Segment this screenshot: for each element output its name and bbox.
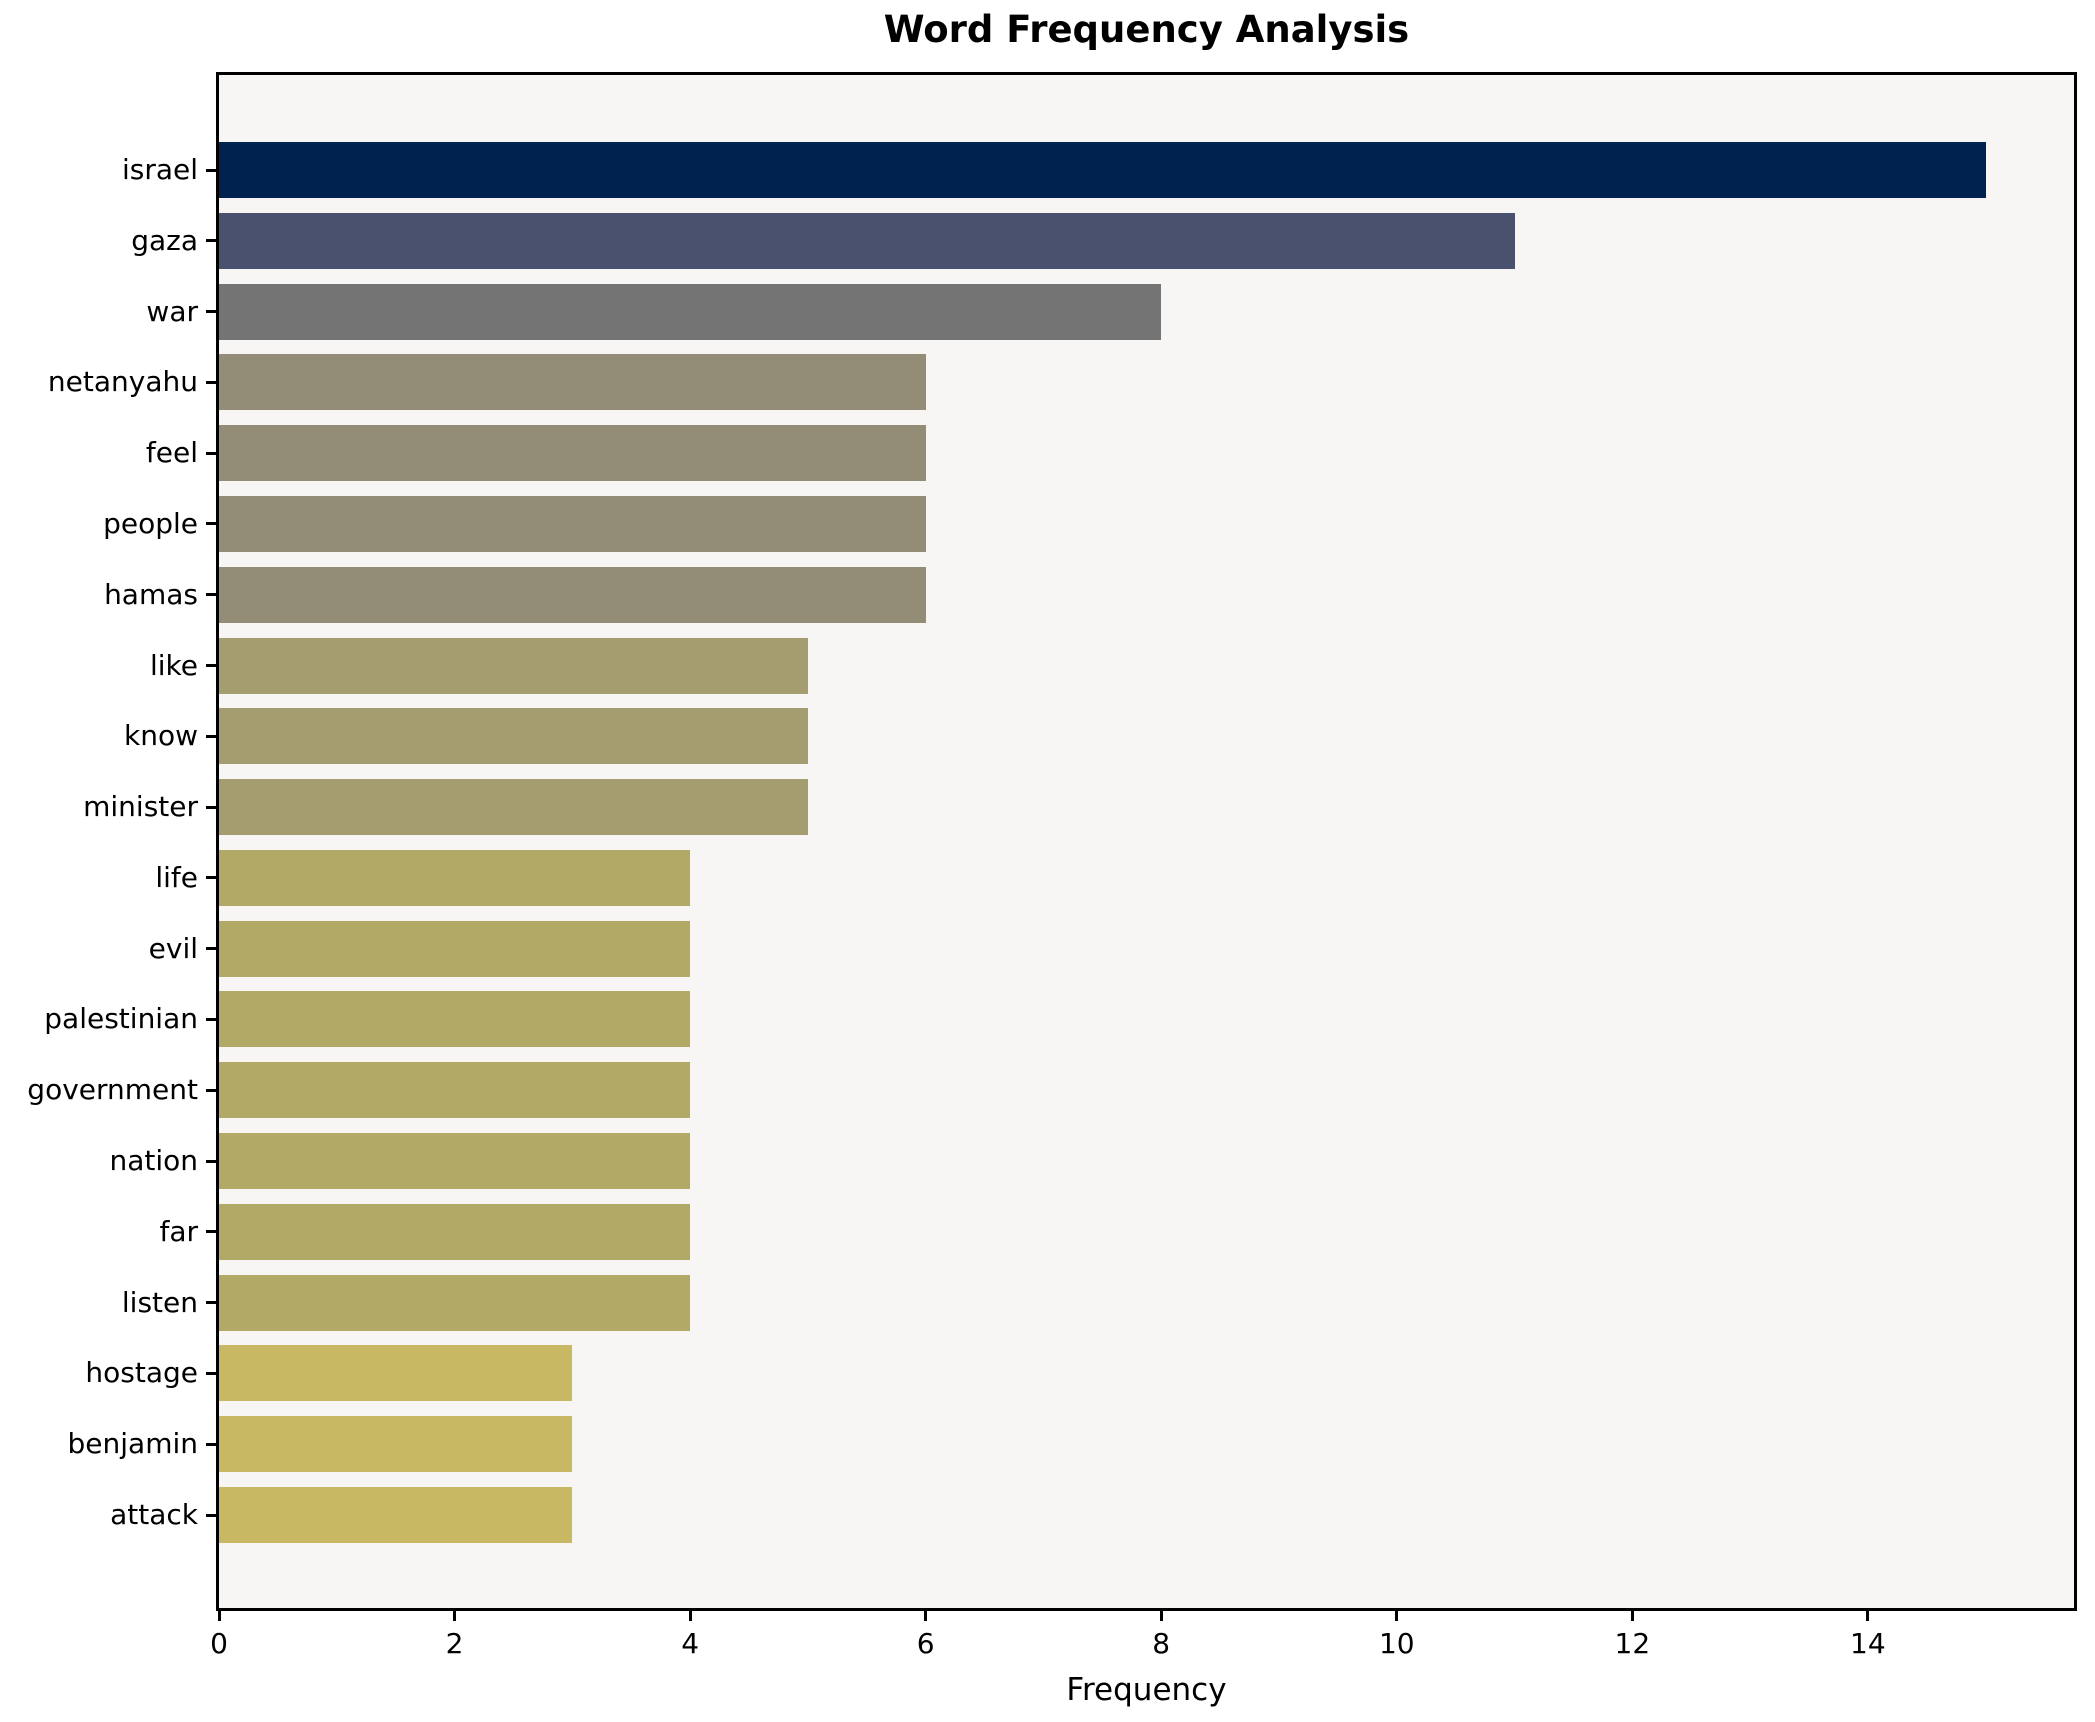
y-tick-mark (206, 168, 216, 172)
bar-netanyahu (219, 354, 926, 411)
bar-life (219, 849, 691, 906)
y-tick-label-listen: listen (121, 1285, 198, 1319)
y-tick-mark (206, 876, 216, 880)
y-tick-label-far: far (159, 1214, 198, 1248)
y-tick-label-nation: nation (109, 1144, 198, 1178)
y-tick-mark (206, 1301, 216, 1305)
y-tick-mark (206, 522, 216, 526)
y-tick-mark (206, 1230, 216, 1234)
y-tick-label-evil: evil (148, 931, 198, 965)
y-tick-label-benjamin: benjamin (67, 1427, 198, 1461)
y-tick-mark (206, 734, 216, 738)
x-tick-label-6: 6 (916, 1627, 935, 1660)
bar-feel (219, 425, 926, 482)
y-tick-label-government: government (27, 1073, 198, 1107)
y-tick-label-netanyahu: netanyahu (47, 365, 198, 399)
bar-know (219, 708, 808, 765)
y-tick-label-people: people (103, 506, 198, 540)
x-tick-label-8: 8 (1152, 1627, 1171, 1660)
bar-gaza (219, 212, 1515, 269)
chart-title: Word Frequency Analysis (883, 8, 1410, 51)
y-tick-mark (206, 1442, 216, 1446)
y-tick-mark (206, 664, 216, 668)
bar-minister (219, 779, 808, 836)
y-tick-mark (206, 310, 216, 314)
bar-war (219, 283, 1162, 340)
bar-hamas (219, 566, 926, 623)
y-tick-label-war: war (146, 294, 198, 328)
x-tick-mark (217, 1611, 221, 1621)
x-tick-mark (1159, 1611, 1163, 1621)
bar-israel (219, 142, 1986, 198)
y-tick-label-attack: attack (110, 1498, 198, 1531)
x-tick-label-14: 14 (1850, 1627, 1886, 1660)
y-tick-label-hostage: hostage (85, 1356, 198, 1390)
y-tick-label-gaza: gaza (131, 223, 198, 257)
x-tick-label-10: 10 (1378, 1627, 1415, 1660)
x-tick-label-4: 4 (681, 1627, 700, 1660)
plot-area (216, 72, 2077, 1611)
bar-government (219, 1062, 691, 1119)
y-tick-mark (206, 239, 216, 243)
bar-attack (219, 1487, 573, 1543)
bar-benjamin (219, 1416, 573, 1473)
y-tick-mark (206, 805, 216, 809)
x-axis-title: Frequency (1066, 1672, 1227, 1708)
bar-far (219, 1203, 691, 1260)
y-tick-label-minister: minister (83, 790, 198, 824)
bar-palestinian (219, 991, 691, 1048)
x-tick-label-2: 2 (445, 1627, 464, 1660)
bar-nation (219, 1133, 691, 1190)
bar-people (219, 495, 926, 552)
y-tick-mark (206, 947, 216, 951)
y-tick-mark (206, 1088, 216, 1092)
bar-hostage (219, 1345, 573, 1402)
y-tick-mark (206, 1017, 216, 1021)
x-tick-mark (453, 1611, 457, 1621)
bar-listen (219, 1274, 691, 1331)
x-tick-mark (1866, 1611, 1870, 1621)
x-tick-mark (1395, 1611, 1399, 1621)
y-tick-label-hamas: hamas (104, 577, 198, 611)
y-tick-mark (206, 593, 216, 597)
y-tick-mark (206, 380, 216, 384)
y-tick-mark (206, 1371, 216, 1375)
y-tick-label-palestinian: palestinian (44, 1002, 198, 1036)
x-tick-label-0: 0 (210, 1627, 228, 1660)
y-tick-mark (206, 1513, 216, 1517)
y-tick-label-feel: feel (145, 436, 198, 470)
bar-evil (219, 920, 691, 977)
x-tick-mark (924, 1611, 928, 1621)
y-tick-label-like: like (149, 648, 198, 682)
y-tick-mark (206, 1159, 216, 1163)
y-tick-label-life: life (155, 860, 198, 894)
x-tick-mark (688, 1611, 692, 1621)
x-tick-mark (1630, 1611, 1634, 1621)
y-tick-label-israel: israel (121, 153, 198, 186)
y-tick-label-know: know (124, 719, 198, 753)
bar-like (219, 637, 808, 694)
x-tick-label-12: 12 (1614, 1627, 1651, 1660)
y-tick-mark (206, 451, 216, 455)
